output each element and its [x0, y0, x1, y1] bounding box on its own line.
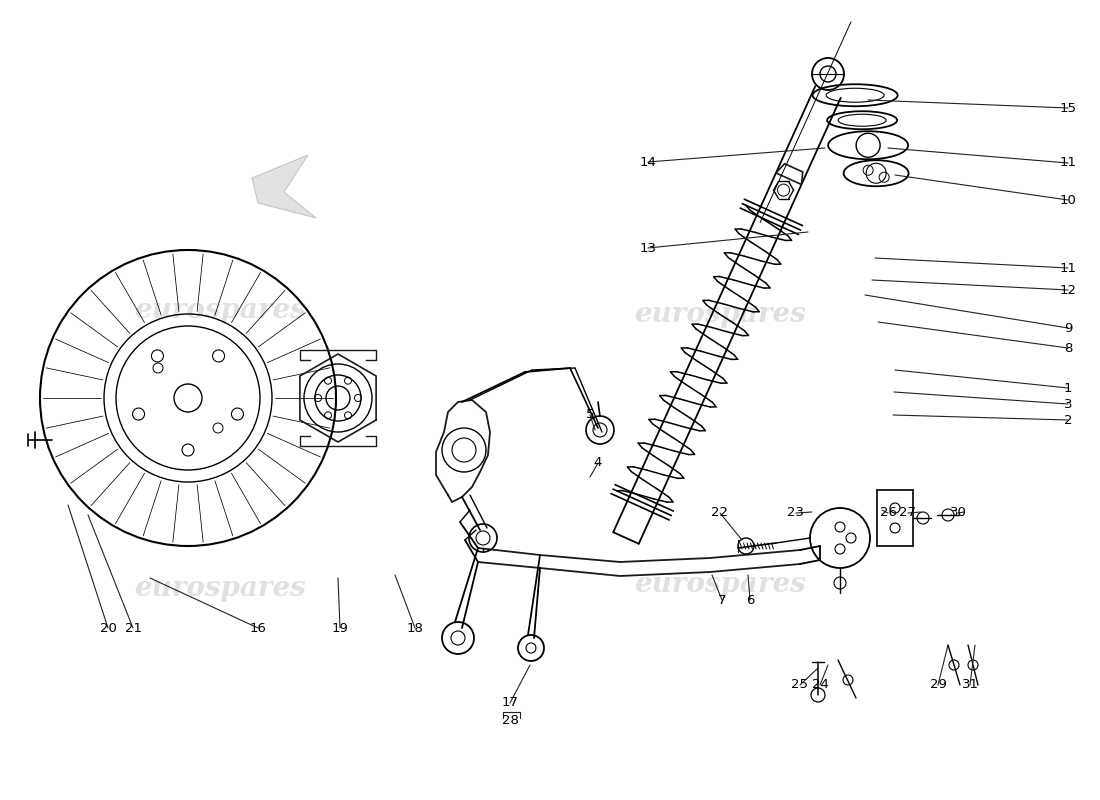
Text: 17: 17: [502, 697, 518, 710]
Polygon shape: [252, 155, 316, 218]
Text: 30: 30: [949, 506, 967, 519]
Text: 24: 24: [812, 678, 828, 691]
Text: 26: 26: [880, 506, 896, 519]
Text: 1: 1: [1064, 382, 1072, 394]
Text: 16: 16: [250, 622, 266, 634]
Text: 5: 5: [585, 409, 594, 422]
Text: 11: 11: [1059, 262, 1077, 274]
Text: 3: 3: [1064, 398, 1072, 410]
Text: 29: 29: [930, 678, 946, 691]
Text: 28: 28: [502, 714, 518, 726]
Text: 14: 14: [639, 155, 657, 169]
Text: eurospares: eurospares: [634, 571, 806, 598]
Text: eurospares: eurospares: [134, 297, 306, 323]
Text: 6: 6: [746, 594, 755, 606]
Text: 10: 10: [1059, 194, 1077, 206]
Text: 9: 9: [1064, 322, 1072, 334]
Text: 25: 25: [792, 678, 808, 691]
Text: 11: 11: [1059, 157, 1077, 170]
Text: eurospares: eurospares: [634, 302, 806, 329]
Text: 2: 2: [1064, 414, 1072, 426]
Text: 22: 22: [712, 506, 728, 519]
Text: 7: 7: [717, 594, 726, 606]
Text: 19: 19: [331, 622, 349, 634]
Text: 20: 20: [100, 622, 117, 634]
Text: eurospares: eurospares: [134, 574, 306, 602]
Text: 23: 23: [788, 506, 804, 519]
Text: 4: 4: [594, 457, 602, 470]
Text: 21: 21: [124, 622, 142, 634]
Text: 13: 13: [639, 242, 657, 254]
Text: 15: 15: [1059, 102, 1077, 114]
Text: 27: 27: [900, 506, 916, 519]
Text: 31: 31: [961, 678, 979, 691]
Text: 18: 18: [407, 622, 424, 634]
Text: 12: 12: [1059, 283, 1077, 297]
Text: 8: 8: [1064, 342, 1072, 354]
